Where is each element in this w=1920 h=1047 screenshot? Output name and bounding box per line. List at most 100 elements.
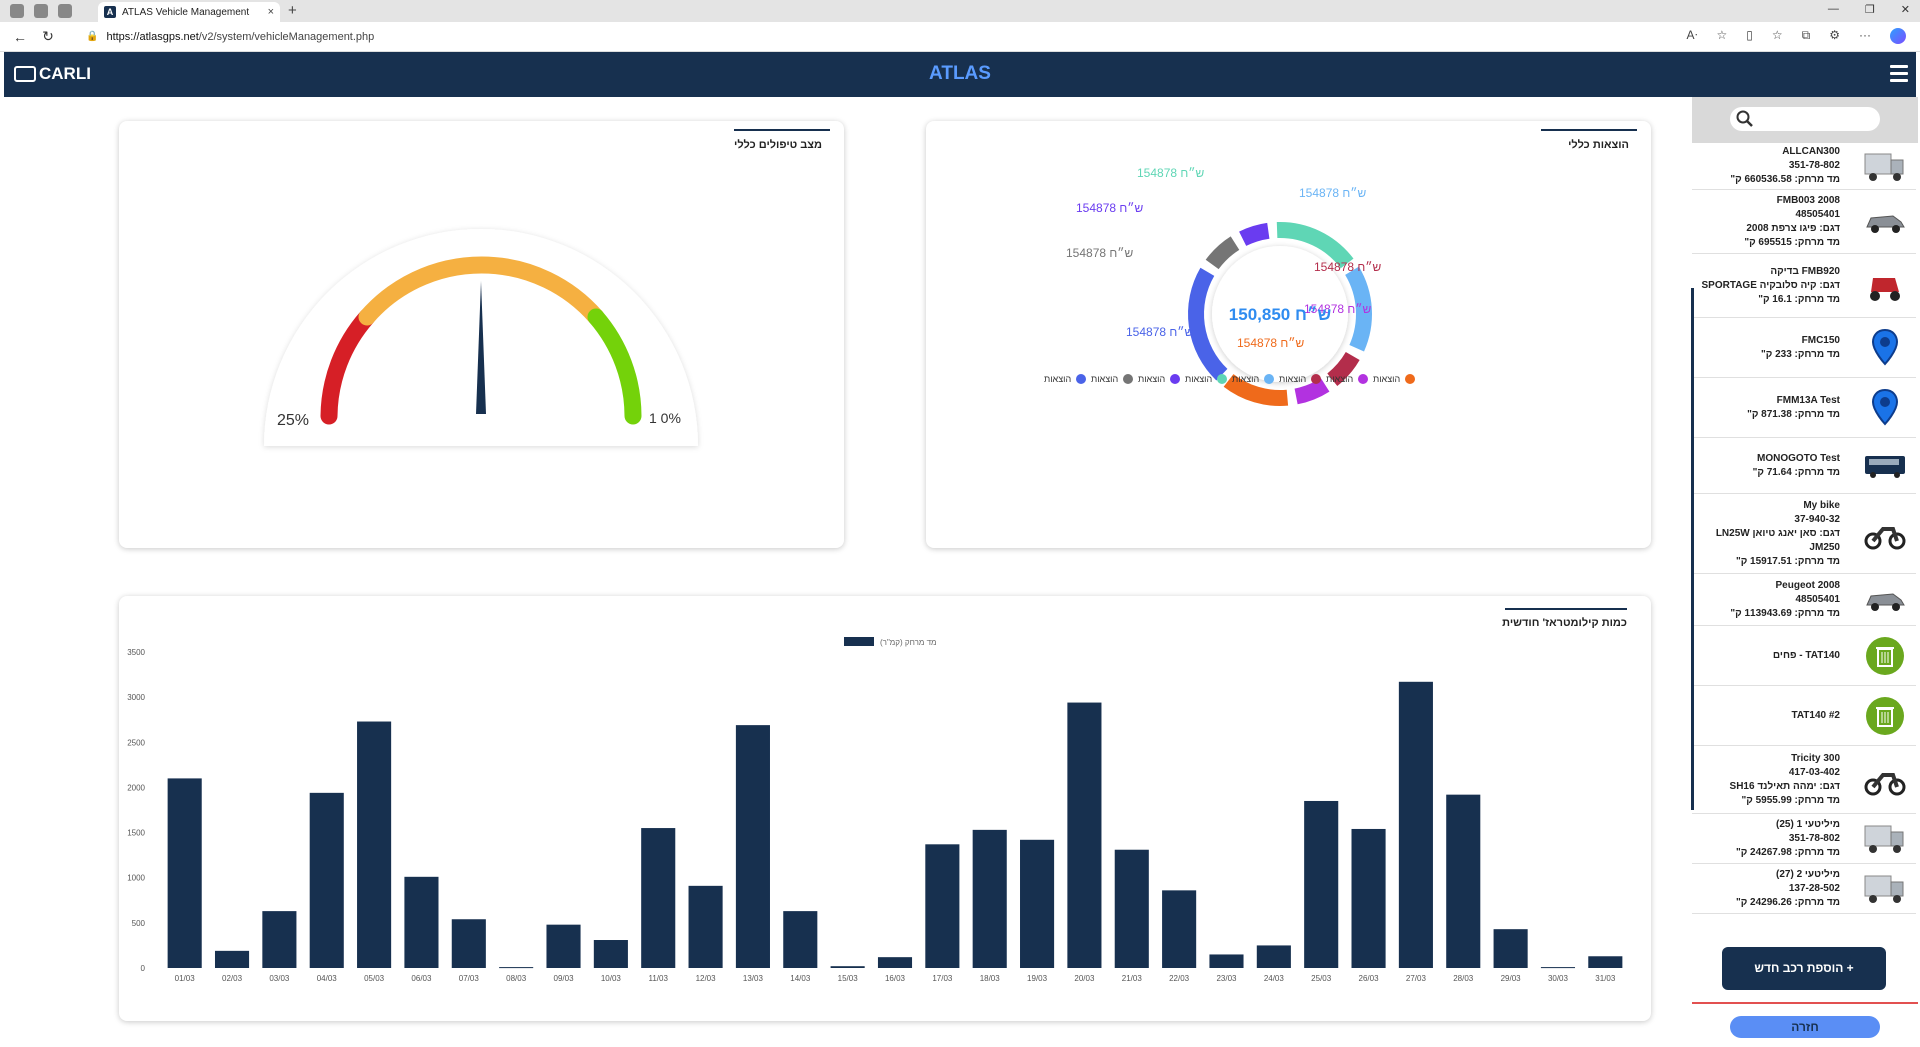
y-tick-label: 3000 bbox=[127, 693, 145, 702]
vehicle-list-item[interactable]: ALLCAN300 351-78-802 מד מרחק: 660536.58 ק" bbox=[1692, 143, 1916, 190]
donut-segment[interactable] bbox=[1345, 266, 1372, 352]
vehicle-list-item[interactable]: TAT140 #2 bbox=[1692, 686, 1916, 746]
url-field[interactable]: https://atlasgps.net/v2/system/vehicleMa… bbox=[106, 31, 374, 43]
bar[interactable] bbox=[593, 940, 628, 968]
donut-segment[interactable] bbox=[1239, 222, 1270, 247]
minimize-icon[interactable]: — bbox=[1827, 3, 1839, 15]
bar[interactable] bbox=[1304, 800, 1339, 968]
bar[interactable] bbox=[1493, 929, 1528, 968]
truck-icon bbox=[1862, 819, 1908, 859]
bar[interactable] bbox=[1446, 794, 1481, 968]
bar[interactable] bbox=[1398, 681, 1433, 968]
back-arrow-icon[interactable]: ← bbox=[13, 28, 27, 45]
x-tick-label: 10/03 bbox=[601, 974, 622, 983]
car-icon bbox=[1862, 580, 1908, 620]
bar[interactable] bbox=[1256, 945, 1291, 968]
copilot-icon[interactable] bbox=[1890, 28, 1906, 44]
extensions-icon[interactable]: ⚙ bbox=[1829, 28, 1840, 42]
bar[interactable] bbox=[783, 911, 818, 968]
hamburger-menu-icon[interactable] bbox=[1890, 65, 1908, 83]
maintenance-status-card: מצב טיפולים כללי 25% 1 0% bbox=[119, 121, 844, 548]
back-button[interactable]: חזרה bbox=[1730, 1016, 1880, 1038]
bar[interactable] bbox=[830, 966, 865, 968]
donut-segment[interactable] bbox=[1294, 377, 1330, 405]
bar[interactable] bbox=[1588, 956, 1623, 968]
vehicle-list-item[interactable]: מיליטעי 1 (25) 351-78-802 מד מרחק: 24267.9… bbox=[1692, 814, 1916, 864]
collections-icon[interactable]: ⧉ bbox=[1801, 28, 1811, 42]
bar[interactable] bbox=[972, 829, 1007, 968]
bar[interactable] bbox=[1114, 849, 1149, 968]
list-scroll-indicator bbox=[1691, 288, 1694, 810]
vehicle-list-item[interactable]: Peugeot 2008 48505401 מד מרחק: 113943.69 ק… bbox=[1692, 574, 1916, 626]
x-tick-label: 09/03 bbox=[554, 974, 575, 983]
bar[interactable] bbox=[167, 778, 202, 968]
vehicle-info: FMM13A Test מד מרחק: 871.38 ק" bbox=[1747, 378, 1840, 437]
bar[interactable] bbox=[1020, 839, 1055, 968]
vehicle-info-line: 351-78-802 bbox=[1788, 832, 1840, 844]
bar[interactable] bbox=[1067, 702, 1102, 968]
profile-icon[interactable] bbox=[10, 4, 24, 18]
bar[interactable] bbox=[1162, 890, 1197, 968]
vehicle-list-item[interactable]: מיליטעי 2 (27) 137-28-502 מד מרחק: 24296.2… bbox=[1692, 864, 1916, 914]
bar[interactable] bbox=[499, 967, 534, 969]
bar[interactable] bbox=[688, 885, 723, 968]
carli-logo[interactable]: CARLI bbox=[14, 64, 91, 84]
bar[interactable] bbox=[546, 924, 581, 968]
donut-segment[interactable] bbox=[1205, 236, 1240, 270]
bar[interactable] bbox=[925, 844, 960, 968]
favorites-icon[interactable]: ☆ bbox=[1771, 28, 1783, 42]
app-header: CARLI ATLAS bbox=[4, 52, 1916, 97]
bar[interactable] bbox=[214, 950, 250, 968]
browser-tab[interactable]: A ATLAS Vehicle Management × bbox=[98, 2, 280, 22]
vehicle-info-line: דגם: סאן יאנג טיואן LN25W bbox=[1715, 527, 1840, 539]
bar[interactable] bbox=[735, 725, 770, 968]
vehicle-list-item[interactable]: FMC150 מד מרחק: 233 ק" bbox=[1692, 318, 1916, 378]
donut-legend-dot bbox=[1264, 374, 1274, 384]
bar[interactable] bbox=[309, 792, 344, 968]
vehicle-list-item[interactable]: TAT140 - פחים bbox=[1692, 626, 1916, 686]
browser-tab-bar: A ATLAS Vehicle Management × + — ❐ ✕ bbox=[0, 0, 1920, 22]
bar[interactable] bbox=[262, 911, 297, 968]
restore-icon[interactable]: ❐ bbox=[1864, 4, 1875, 16]
truck-icon bbox=[1862, 147, 1908, 187]
bar[interactable] bbox=[1540, 967, 1576, 969]
vehicle-list-item[interactable]: FMM13A Test מד מרחק: 871.38 ק" bbox=[1692, 378, 1916, 438]
vehicle-list-item[interactable]: My bike 37-940-32 דגם: סאן יאנג טיואן LN25… bbox=[1692, 494, 1916, 574]
bar[interactable] bbox=[641, 828, 676, 968]
close-tab-icon[interactable]: × bbox=[267, 6, 274, 18]
x-tick-label: 03/03 bbox=[269, 974, 290, 983]
donut-segment[interactable] bbox=[1327, 351, 1360, 386]
vehicle-list-item[interactable]: MONOGOTO Test מד מרחק: 71.64 ק" bbox=[1692, 438, 1916, 494]
vehicle-list-item[interactable]: Tricity 300 417-03-402 דגם: ימהה תאילנד SH… bbox=[1692, 746, 1916, 814]
trash-bin-icon bbox=[1862, 636, 1908, 676]
donut-segment[interactable] bbox=[1276, 222, 1354, 269]
bar[interactable] bbox=[357, 721, 392, 968]
y-tick-label: 2500 bbox=[127, 738, 145, 747]
donut-segment[interactable] bbox=[1223, 373, 1289, 406]
close-window-icon[interactable]: ✕ bbox=[1900, 4, 1910, 16]
read-aloud-icon[interactable]: Aᐧ bbox=[1686, 28, 1698, 42]
bar[interactable] bbox=[404, 876, 439, 968]
more-menu-icon[interactable]: ··· bbox=[1859, 28, 1871, 42]
reload-icon[interactable]: ↻ bbox=[42, 28, 54, 44]
vehicle-search-input[interactable] bbox=[1730, 107, 1880, 131]
new-tab-button[interactable]: + bbox=[288, 2, 297, 19]
donut-segment[interactable] bbox=[1188, 267, 1228, 381]
vehicle-list-item[interactable]: FMB920 בדיקה דגם: קיה סלובקיה SPORTAGE מד … bbox=[1692, 254, 1916, 318]
x-tick-label: 29/03 bbox=[1501, 974, 1522, 983]
search-icon[interactable] bbox=[1735, 109, 1755, 129]
logo-text: CARLI bbox=[39, 64, 91, 83]
favorite-star-icon[interactable]: ☆ bbox=[1716, 28, 1728, 42]
tab-actions-icon[interactable] bbox=[58, 4, 72, 18]
vehicle-list-item[interactable]: FMB003 2008 48505401 דגם: פיגו צרפת 2008 מד… bbox=[1692, 190, 1916, 254]
vehicle-info: TAT140 - פחים bbox=[1773, 626, 1840, 685]
bar[interactable] bbox=[877, 957, 913, 968]
site-info-icon[interactable]: 🔒 bbox=[86, 31, 99, 42]
vehicle-info-line: דגם: קיה סלובקיה SPORTAGE bbox=[1701, 279, 1840, 291]
bar[interactable] bbox=[1209, 954, 1244, 968]
workspaces-icon[interactable] bbox=[34, 4, 48, 18]
bar[interactable] bbox=[451, 919, 486, 968]
bar[interactable] bbox=[1351, 828, 1386, 968]
add-vehicle-button[interactable]: + הוספת רכב חדש bbox=[1722, 947, 1886, 990]
split-screen-icon[interactable]: ▯ bbox=[1746, 28, 1753, 42]
